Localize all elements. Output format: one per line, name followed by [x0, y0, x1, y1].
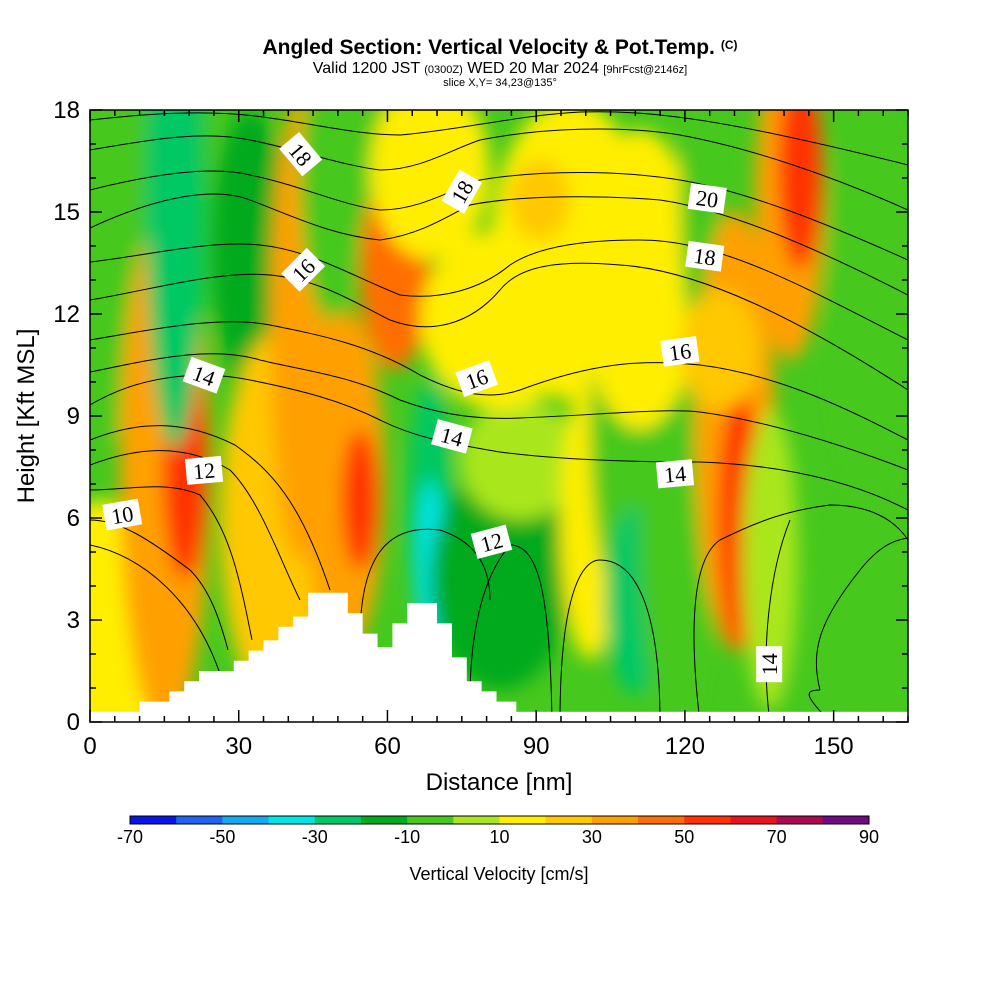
- colorbar-swatch: [314, 816, 362, 824]
- x-tick-label: 120: [665, 733, 705, 760]
- chart-title: Angled Section: Vertical Velocity & Pot.…: [0, 36, 1000, 60]
- isentrope-label-text: 12: [192, 457, 216, 484]
- y-tick-label: 18: [53, 97, 80, 124]
- x-tick-label: 60: [374, 733, 401, 760]
- isentrope-label-text: 16: [667, 338, 692, 366]
- x-axis-title: Distance [nm]: [426, 769, 573, 796]
- colorbar-label: 70: [767, 827, 787, 847]
- colorbar-label: 30: [582, 827, 602, 847]
- y-tick-label: 3: [67, 607, 80, 634]
- x-tick-label: 150: [814, 733, 854, 760]
- y-tick-label: 0: [67, 709, 80, 736]
- colorbar-swatch: [499, 816, 547, 824]
- title-unit: (C): [720, 38, 738, 52]
- slice-info: slice X,Y= 34,23@135°: [443, 77, 557, 89]
- colorbar-title: Vertical Velocity [cm/s]: [409, 864, 588, 884]
- isentrope-label-text: 14: [663, 461, 687, 488]
- colorbar-label: 90: [859, 827, 879, 847]
- isentrope-label-text: 20: [695, 185, 720, 213]
- colorbar-swatch: [638, 816, 685, 824]
- colorbar-swatch: [360, 816, 408, 824]
- valid-date: WED 20 Mar 2024: [467, 60, 599, 77]
- y-tick-label: 9: [67, 403, 80, 430]
- colorbar-swatch: [591, 816, 639, 824]
- x-tick-label: 90: [523, 733, 550, 760]
- forecast-info: [9hrFcst@2146z]: [603, 64, 688, 76]
- isentrope-label: 12: [470, 524, 513, 560]
- y-axis-title: Height [Kft MSL]: [13, 329, 40, 504]
- colorbar-swatch: [407, 816, 454, 824]
- valid-time: Valid 1200 JST: [312, 60, 420, 77]
- colorbar-label: -10: [394, 827, 420, 847]
- valid-zulu: (0300Z): [424, 64, 463, 76]
- x-tick-label: 30: [225, 733, 252, 760]
- colorbar-swatch: [130, 816, 177, 824]
- colorbar-label: 50: [674, 827, 694, 847]
- colorbar-swatch: [176, 816, 223, 824]
- isentrope-label-text: 14: [757, 653, 782, 675]
- isentrope-label-text: 10: [109, 501, 135, 529]
- colorbar-swatch: [684, 816, 731, 824]
- y-tick-label: 12: [53, 301, 80, 328]
- colorbar-label: -30: [302, 827, 328, 847]
- colorbar-swatch: [545, 816, 593, 824]
- velocity-field: [90, 110, 908, 722]
- colorbar-swatch: [268, 816, 316, 824]
- y-tick-label: 6: [67, 505, 80, 532]
- isentrope-label: 16: [660, 336, 700, 367]
- colorbar-swatch: [222, 816, 270, 824]
- colorbar: -70 -50 -30 -10 10 30 50 70 90: [117, 815, 879, 847]
- colorbar-swatch: [776, 816, 824, 824]
- colorbar-label: 10: [489, 827, 509, 847]
- x-tick-label: 0: [83, 733, 96, 760]
- isentrope-label: 16: [455, 360, 499, 397]
- isentrope-label: 14: [182, 356, 226, 394]
- x-axis: 0 30 60 90 120 150: [83, 110, 909, 760]
- isentrope-label: 14: [431, 419, 473, 454]
- chart-subtitle: Valid 1200 JST (0300Z) WED 20 Mar 2024 […: [0, 60, 1000, 78]
- isentrope-label: 10: [102, 498, 143, 531]
- isentrope-label: 14: [756, 646, 783, 683]
- isentrope-label: 18: [685, 240, 725, 272]
- terrain: [139, 592, 517, 723]
- colorbar-label: -50: [209, 827, 235, 847]
- colorbar-swatch: [453, 816, 500, 824]
- colorbar-label: -70: [117, 827, 143, 847]
- isentrope-label: 20: [687, 183, 727, 214]
- isentrope-label: 14: [655, 459, 695, 489]
- y-axis: 0 3 6 9 12 15 18: [53, 97, 908, 736]
- isentrope-label: 12: [184, 455, 224, 485]
- title-text: Angled Section: Vertical Velocity & Pot.…: [262, 36, 715, 59]
- isentrope-label-text: 18: [692, 243, 717, 271]
- colorbar-swatch: [730, 816, 778, 824]
- colorbar-swatch: [822, 816, 870, 824]
- y-tick-label: 15: [53, 199, 80, 226]
